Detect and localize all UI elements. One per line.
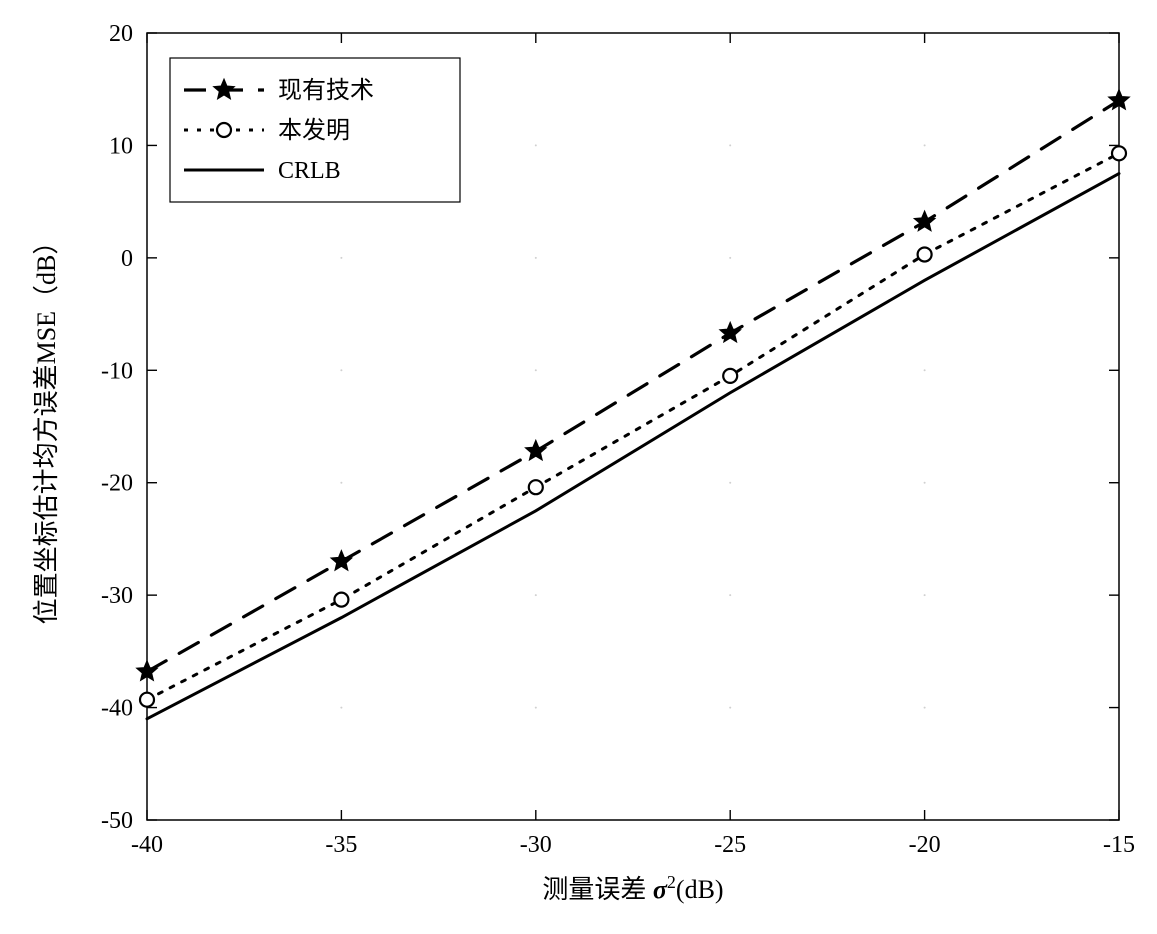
- legend-label: CRLB: [278, 158, 341, 184]
- legend: 现有技术本发明 CRLB: [170, 58, 460, 202]
- line-chart: -40-35-30-25-20-15-50-40-30-20-1001020测量…: [0, 0, 1157, 934]
- x-tick-label: -40: [131, 832, 163, 858]
- x-tick-label: -35: [325, 832, 357, 858]
- x-tick-label: -15: [1103, 832, 1135, 858]
- y-tick-label: -20: [101, 471, 133, 497]
- y-axis-label: 位置坐标估计均方误差MSE（dB）: [32, 229, 61, 625]
- y-tick-label: 0: [121, 246, 133, 272]
- y-tick-label: -40: [101, 696, 133, 722]
- chart-container: -40-35-30-25-20-15-50-40-30-20-1001020测量…: [0, 0, 1157, 934]
- y-tick-label: 20: [109, 21, 133, 47]
- x-tick-label: -30: [520, 832, 552, 858]
- y-tick-label: -50: [101, 808, 133, 834]
- x-tick-label: -25: [714, 832, 746, 858]
- y-tick-label: -30: [101, 583, 133, 609]
- legend-label: 本发明: [278, 117, 350, 144]
- y-tick-label: 10: [109, 133, 133, 159]
- y-tick-label: -10: [101, 358, 133, 384]
- legend-label: 现有技术: [278, 77, 374, 104]
- x-tick-label: -20: [909, 832, 941, 858]
- x-axis-label: 测量误差 σ2(dB): [542, 872, 723, 904]
